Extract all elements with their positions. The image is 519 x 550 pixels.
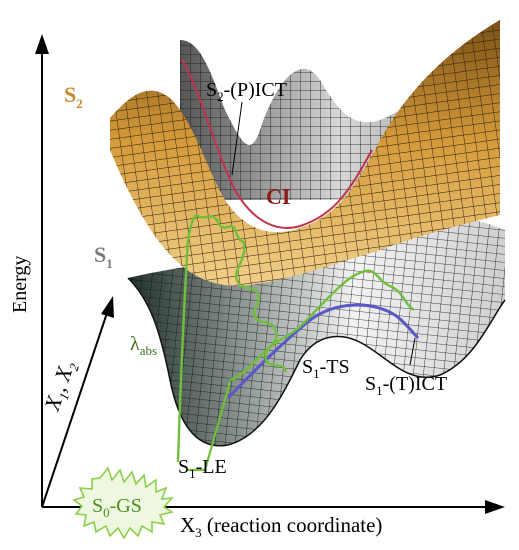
ci-label: CI xyxy=(266,184,290,209)
s1-label: S1 xyxy=(94,242,113,271)
s2-pict-pointer xyxy=(231,101,243,176)
energy-axis-arrowhead xyxy=(35,34,49,54)
conical-intersection-seam xyxy=(181,59,373,229)
green-relaxation-descent xyxy=(186,381,232,472)
x1x2-axis-label: X1, X2 xyxy=(39,357,83,416)
x1x2-axis xyxy=(41,309,109,508)
green-absorption-line xyxy=(176,214,197,463)
energy-axis-label: Energy xyxy=(9,256,31,313)
s0-gs-label: S0-GS xyxy=(92,495,142,520)
x3-axis-arrowhead xyxy=(485,500,505,514)
s1-tict-label: S1-(T)ICT xyxy=(365,373,447,398)
s1-ts-label: S1-TS xyxy=(302,356,350,381)
blue-s1-path xyxy=(226,303,420,400)
label-pointers xyxy=(231,101,416,366)
lambda-abs-label: λabs xyxy=(130,333,157,358)
s1-tict-pointer xyxy=(409,337,416,366)
green-s1-path xyxy=(229,269,415,382)
reaction-paths xyxy=(176,213,420,472)
s0-gs-starburst xyxy=(72,466,175,540)
x1x2-axis-arrowhead xyxy=(101,296,114,318)
s1-le-label: S1-LE xyxy=(178,456,227,481)
s0-gs-badge: S0-GS xyxy=(72,466,175,540)
s2-label: S2 xyxy=(64,82,83,111)
x3-axis-label: X3 (reaction coordinate) xyxy=(180,513,382,540)
s2-pict-label: S2-(P)ICT xyxy=(206,79,287,104)
